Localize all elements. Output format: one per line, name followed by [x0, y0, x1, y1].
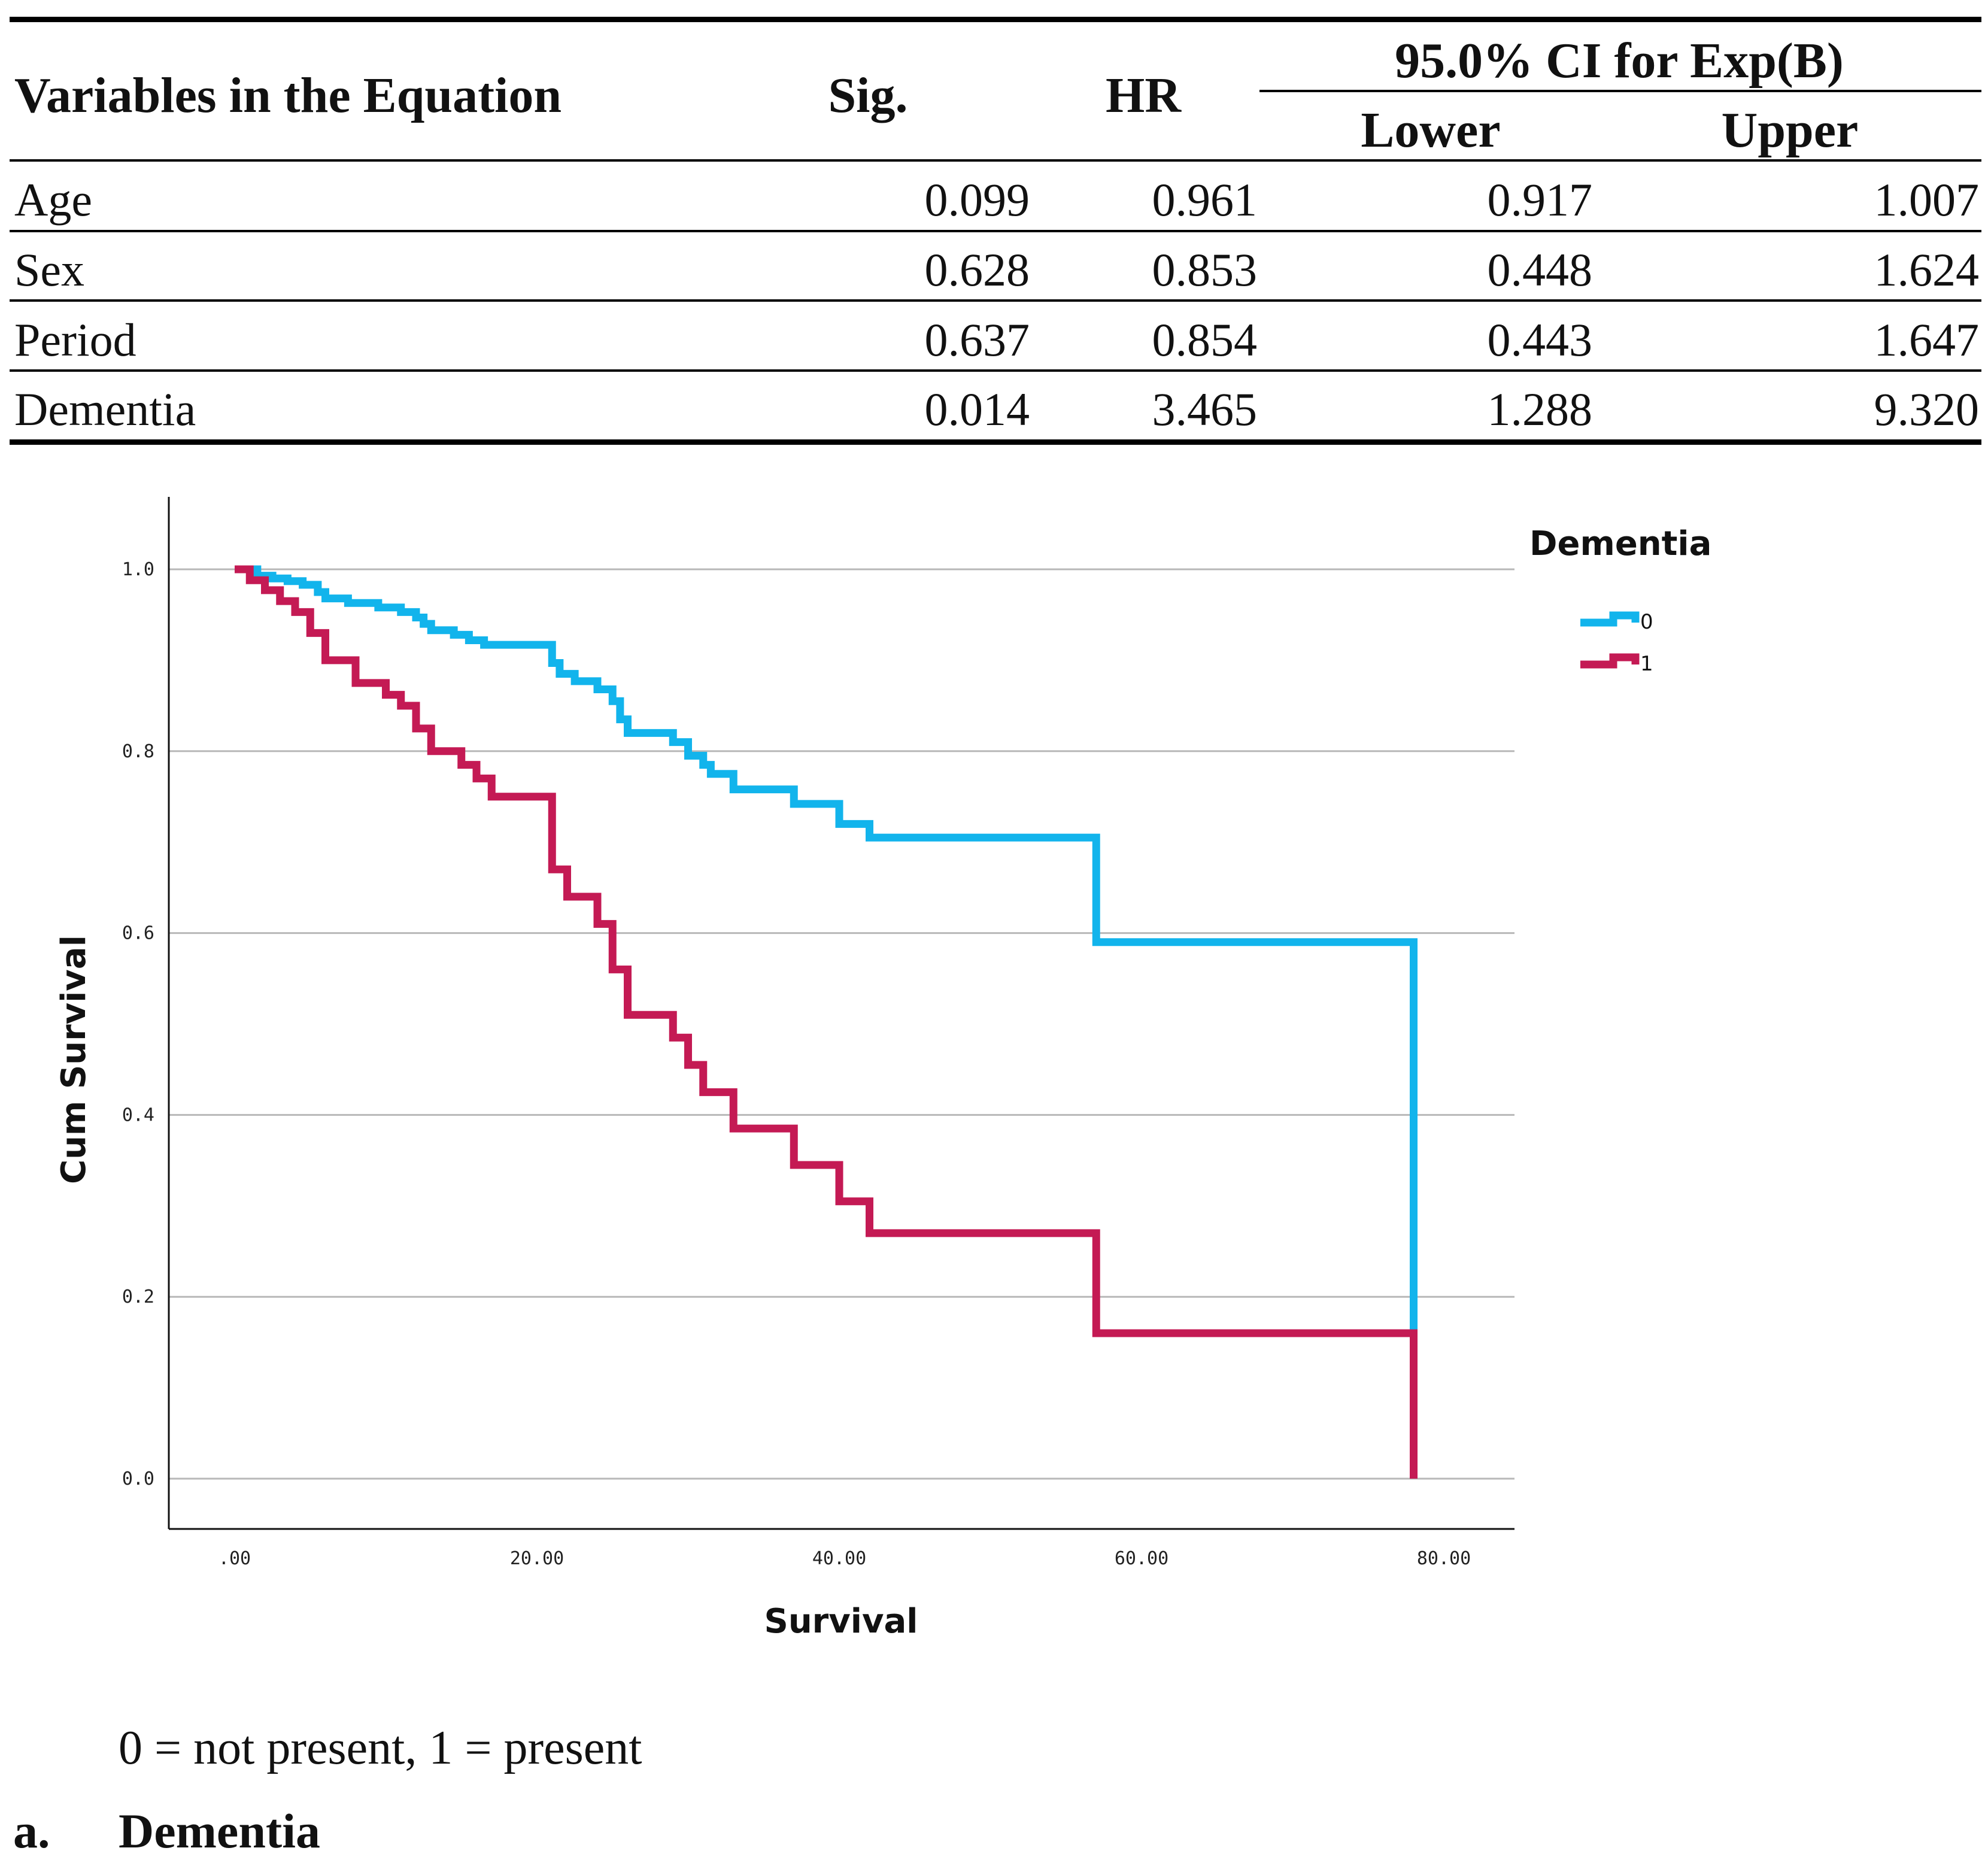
- series-line-1: [235, 565, 1418, 1479]
- x-tick-label: 80.00: [1417, 1548, 1471, 1569]
- x-tick-label: 20.00: [510, 1548, 564, 1569]
- legend-swatch-1: [1580, 653, 1640, 669]
- survival-chart: 0.0 0.2 0.4 0.6 0.8 1.0 .00 20.00 40.00 60.00 80.0…: [0, 497, 1988, 1682]
- header-bottom-rule: [10, 159, 1981, 162]
- grid-layer: [169, 568, 1514, 1480]
- results-table: Variables in the Equation Sig. HR 95.0% …: [0, 0, 1988, 455]
- y-tick-label: 0.6: [122, 923, 154, 944]
- x-axis-title: Survival: [764, 1602, 918, 1641]
- x-tick-label: 60.00: [1115, 1548, 1168, 1569]
- y-tick-label: 1.0: [122, 559, 154, 580]
- row-label: Sex: [14, 244, 84, 296]
- row-label: Period: [14, 314, 136, 366]
- row-upper: 1.647: [1874, 314, 1980, 366]
- row-label: Age: [14, 174, 92, 226]
- row-rule: [10, 299, 1981, 302]
- row-label: Dementia: [14, 383, 196, 435]
- row-lower: 1.288: [1487, 383, 1593, 435]
- caption-marker: a.: [13, 1804, 50, 1858]
- header-lower: Lower: [1361, 102, 1501, 158]
- row-hr: 0.853: [1152, 244, 1258, 296]
- row-rule: [10, 369, 1981, 372]
- legend-layer: Dementia 0 1: [1529, 524, 1711, 676]
- row-sig: 0.637: [924, 314, 1030, 366]
- x-tick-label: .00: [218, 1548, 251, 1569]
- row-sig: 0.628: [924, 244, 1030, 296]
- y-tick-label: 0.8: [122, 741, 154, 762]
- header-ci-group: 95.0% CI for Exp(B): [1395, 33, 1844, 89]
- row-rule: [10, 230, 1981, 232]
- legend-label-0: 0: [1640, 610, 1653, 634]
- series-layer: [235, 565, 1418, 1479]
- row-hr: 0.854: [1152, 314, 1258, 366]
- series-line-0: [235, 565, 1418, 1333]
- row-hr: 3.465: [1152, 383, 1258, 435]
- caption-text: Dementia: [119, 1804, 321, 1858]
- y-tick-label: 0.0: [122, 1468, 154, 1489]
- row-upper: 1.624: [1874, 244, 1980, 296]
- legend-title: Dementia: [1529, 524, 1711, 563]
- legend-label-1: 1: [1640, 652, 1653, 676]
- row-sig: 0.099: [924, 174, 1030, 226]
- row-lower: 0.443: [1487, 314, 1593, 366]
- table-top-rule: [10, 17, 1981, 22]
- row-lower: 0.917: [1487, 174, 1593, 226]
- km-plot: 0.0 0.2 0.4 0.6 0.8 1.0 .00 20.00 40.00 60.00 80.0…: [54, 497, 1711, 1641]
- y-tick-label: 0.2: [122, 1286, 154, 1307]
- header-sig: Sig.: [828, 68, 908, 123]
- y-tick-label: 0.4: [122, 1105, 154, 1125]
- axis-layer: 0.0 0.2 0.4 0.6 0.8 1.0 .00 20.00 40.00 60.00 80.0…: [54, 497, 1514, 1641]
- header-upper: Upper: [1721, 102, 1859, 158]
- legend-swatch-0: [1580, 611, 1640, 627]
- row-upper: 1.007: [1874, 174, 1980, 226]
- y-axis-title: Cum Survival: [54, 935, 93, 1184]
- row-upper: 9.320: [1874, 383, 1980, 435]
- ci-group-rule: [1259, 90, 1981, 92]
- header-variables: Variables in the Equation: [14, 68, 562, 123]
- x-tick-label: 40.00: [812, 1548, 866, 1569]
- row-sig: 0.014: [924, 383, 1030, 435]
- row-hr: 0.961: [1152, 174, 1258, 226]
- legend-note: 0 = not present, 1 = present: [119, 1722, 642, 1774]
- table-bottom-rule: [10, 439, 1981, 445]
- header-hr: HR: [1106, 68, 1181, 123]
- row-lower: 0.448: [1487, 244, 1593, 296]
